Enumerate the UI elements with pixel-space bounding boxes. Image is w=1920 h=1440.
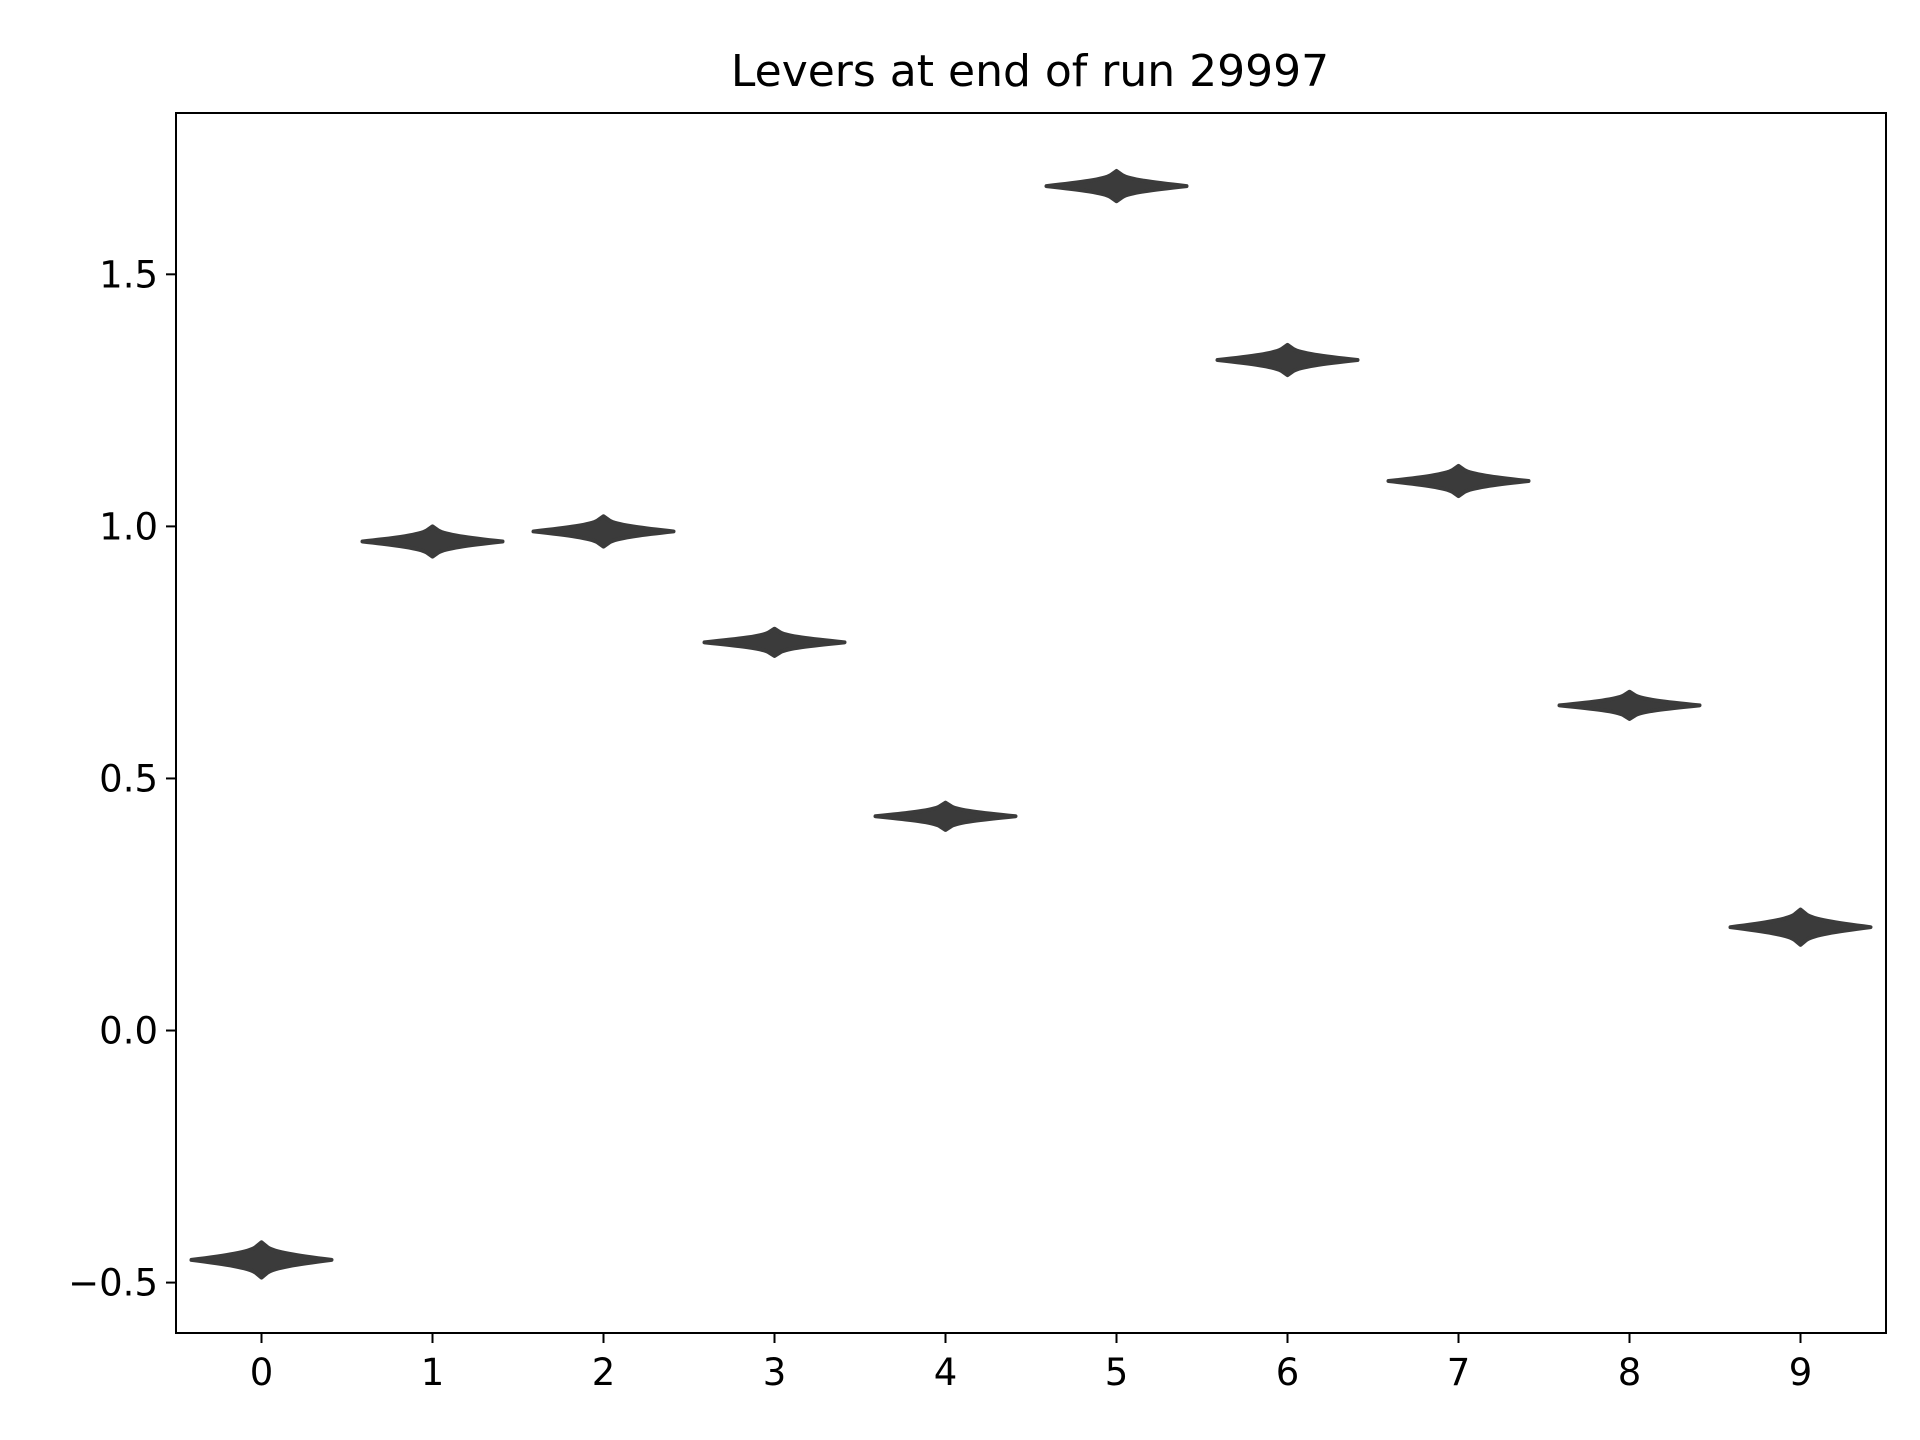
y-tick-label: 1.0 [99,505,158,548]
chart-title: Levers at end of run 29997 [731,46,1329,97]
violin-0 [189,1240,334,1280]
violin-group [189,168,1873,1280]
x-tick-label: 6 [1276,1351,1300,1394]
y-tick-label: 1.5 [99,253,158,296]
violin-8 [1557,689,1702,721]
y-tick-label: 0.5 [99,757,158,800]
x-tick-label: 7 [1447,1351,1471,1394]
x-tick-label: 5 [1105,1351,1129,1394]
x-tick-label: 9 [1789,1351,1813,1394]
x-tick-label: 1 [421,1351,445,1394]
violin-7 [1386,463,1531,499]
y-tick-label: −0.5 [68,1262,158,1305]
violin-2 [531,514,676,549]
violin-3 [702,626,847,658]
violin-4 [873,800,1018,832]
x-tick-label: 3 [763,1351,787,1394]
plot-area [175,112,1887,1334]
violin-5 [1044,168,1189,204]
y-axis: −0.5 0.0 0.5 1.0 1.5 [68,253,176,1305]
x-tick-label: 8 [1618,1351,1642,1394]
x-axis: 0 1 2 3 4 5 6 7 8 9 [250,1333,1813,1394]
x-tick-label: 0 [250,1351,274,1394]
x-tick-label: 2 [592,1351,616,1394]
violin-6 [1215,342,1360,378]
violin-1 [360,524,505,559]
x-tick-label: 4 [934,1351,958,1394]
violin-9 [1728,907,1873,947]
y-tick-label: 0.0 [99,1010,158,1053]
